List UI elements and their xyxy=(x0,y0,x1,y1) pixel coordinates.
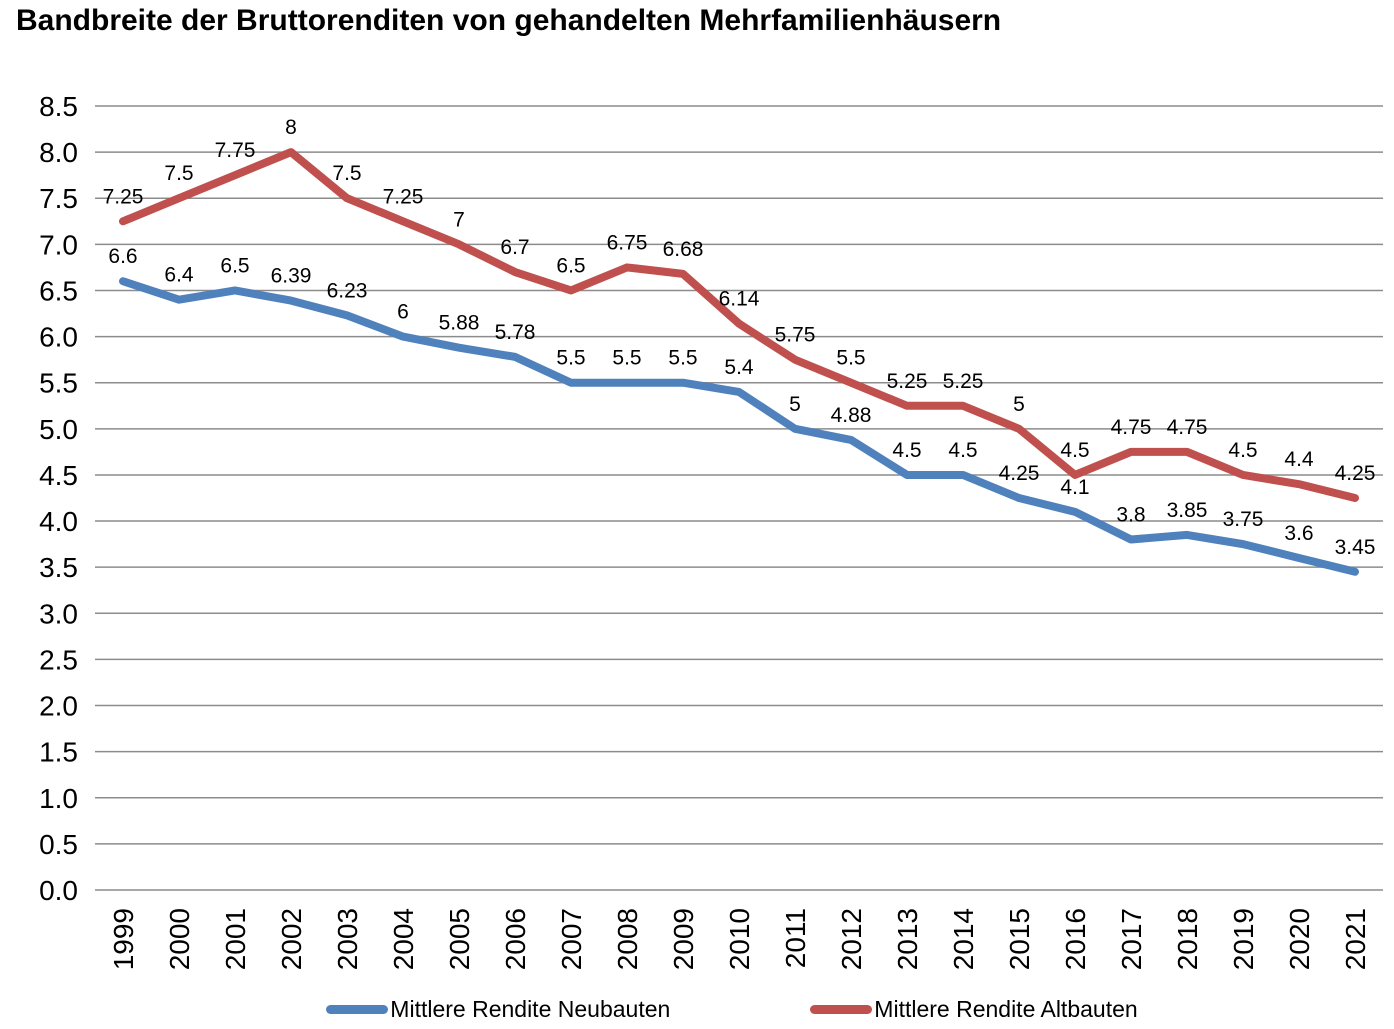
data-label: 4.5 xyxy=(948,439,977,462)
data-label: 3.45 xyxy=(1335,536,1376,559)
data-label: 6 xyxy=(397,301,409,324)
data-label: 6.75 xyxy=(607,231,648,254)
legend-label-altbauten: Mittlere Rendite Altbauten xyxy=(874,996,1138,1022)
x-axis-tick-label: 2018 xyxy=(1172,908,1203,970)
data-label: 6.7 xyxy=(500,236,529,259)
x-axis-tick-label: 2008 xyxy=(612,908,643,970)
data-label: 3.6 xyxy=(1284,522,1313,545)
y-axis-tick-label: 5.0 xyxy=(39,414,78,445)
y-axis-tick-label: 0.5 xyxy=(39,829,78,860)
y-axis-tick-label: 6.5 xyxy=(39,275,78,306)
data-label: 7.25 xyxy=(383,185,424,208)
data-label: 3.85 xyxy=(1167,499,1208,522)
data-label: 4.25 xyxy=(999,462,1040,485)
y-axis-tick-label: 2.0 xyxy=(39,691,78,722)
data-label: 6.39 xyxy=(271,265,312,288)
legend-swatch-altbauten-icon xyxy=(810,1005,873,1014)
x-axis-tick-label: 2000 xyxy=(164,908,195,970)
data-label: 5.25 xyxy=(887,370,928,393)
y-axis-tick-label: 5.5 xyxy=(39,368,78,399)
x-axis-tick-label: 2003 xyxy=(332,908,363,970)
legend-item-neubauten: Mittlere Rendite Neubauten xyxy=(326,996,670,1023)
x-axis-tick-label: 2019 xyxy=(1228,908,1259,970)
data-label: 7.5 xyxy=(164,162,193,185)
data-label: 5.78 xyxy=(495,321,536,344)
x-axis-tick-label: 2014 xyxy=(948,908,979,970)
x-axis-tick-label: 2016 xyxy=(1060,908,1091,970)
legend-swatch-neubauten-icon xyxy=(326,1005,389,1014)
x-axis-tick-label: 2001 xyxy=(220,908,251,970)
data-label: 5.5 xyxy=(612,347,641,370)
y-axis-tick-label: 6.0 xyxy=(39,322,78,353)
data-label: 5.5 xyxy=(668,347,697,370)
y-axis-tick-label: 1.5 xyxy=(39,737,78,768)
x-axis-tick-label: 2002 xyxy=(276,908,307,970)
data-label: 5.88 xyxy=(439,312,480,335)
data-label: 6.5 xyxy=(556,254,585,277)
data-label: 3.75 xyxy=(1223,508,1264,531)
data-label: 7.5 xyxy=(332,162,361,185)
data-label: 4.1 xyxy=(1060,476,1089,499)
x-axis-tick-label: 2020 xyxy=(1284,908,1315,970)
y-axis-tick-label: 7.0 xyxy=(39,229,78,260)
data-label: 7.75 xyxy=(215,139,256,162)
data-label: 5.25 xyxy=(943,370,984,393)
data-label: 6.6 xyxy=(108,245,137,268)
legend-label-neubauten: Mittlere Rendite Neubauten xyxy=(390,996,671,1022)
x-axis-tick-label: 1999 xyxy=(108,908,139,970)
data-label: 3.8 xyxy=(1116,504,1145,527)
data-label: 4.5 xyxy=(1060,439,1089,462)
x-axis-tick-label: 2009 xyxy=(668,908,699,970)
data-label: 5.4 xyxy=(724,356,754,379)
data-label: 6.14 xyxy=(719,288,760,311)
y-axis-tick-label: 7.5 xyxy=(39,183,78,214)
data-label: 4.25 xyxy=(1335,462,1376,485)
data-label: 5 xyxy=(1013,393,1025,416)
x-axis-tick-label: 2012 xyxy=(836,908,867,970)
x-axis-tick-label: 2007 xyxy=(556,908,587,970)
y-axis-tick-label: 8.0 xyxy=(39,137,78,168)
y-axis-tick-label: 1.0 xyxy=(39,783,78,814)
data-label: 5.5 xyxy=(556,347,585,370)
x-axis-tick-label: 2010 xyxy=(724,908,755,970)
data-label: 5.75 xyxy=(775,324,816,347)
data-label: 4.75 xyxy=(1111,416,1152,439)
y-axis-tick-label: 8.5 xyxy=(39,91,78,122)
series-line-neubauten xyxy=(119,277,1359,576)
chart-legend: Mittlere Rendite Neubauten Mittlere Rend… xyxy=(0,996,1394,1023)
y-axis-tick-label: 0.0 xyxy=(39,875,78,906)
data-label: 7.25 xyxy=(103,185,144,208)
x-axis-tick-label: 2013 xyxy=(892,908,923,970)
data-label: 7 xyxy=(453,208,465,231)
data-label: 6.68 xyxy=(663,238,704,261)
x-axis-tick-label: 2021 xyxy=(1340,908,1371,970)
y-axis-tick-label: 2.5 xyxy=(39,644,78,675)
data-label: 4.88 xyxy=(831,404,872,427)
data-label: 6.23 xyxy=(327,279,368,302)
data-label: 4.5 xyxy=(1228,439,1257,462)
chart-title: Bandbreite der Bruttorenditen von gehand… xyxy=(16,4,1002,37)
x-axis-tick-label: 2005 xyxy=(444,908,475,970)
data-label: 4.5 xyxy=(892,439,921,462)
y-axis-tick-label: 3.5 xyxy=(39,552,78,583)
y-axis-tick-label: 4.0 xyxy=(39,506,78,537)
line-chart-canvas: 0.0 0.5 1.0 1.5 2.0 2.5 3.0 3.5 4.0 4.5 5.0 5.5 6.0 6… xyxy=(39,91,1383,970)
y-axis-tick-label: 3.0 xyxy=(39,598,78,629)
data-label: 5.5 xyxy=(836,347,865,370)
data-label: 5 xyxy=(789,393,801,416)
y-axis-tick-label: 4.5 xyxy=(39,460,78,491)
data-label: 8 xyxy=(285,116,297,139)
data-label: 6.5 xyxy=(220,254,249,277)
data-label: 6.4 xyxy=(164,264,194,287)
x-axis-tick-label: 2006 xyxy=(500,908,531,970)
legend-item-altbauten: Mittlere Rendite Altbauten xyxy=(810,996,1138,1023)
x-axis-tick-label: 2015 xyxy=(1004,908,1035,970)
x-axis-tick-label: 2011 xyxy=(780,908,811,968)
data-label: 4.4 xyxy=(1284,448,1314,471)
data-label: 4.75 xyxy=(1167,416,1208,439)
x-axis-tick-label: 2017 xyxy=(1116,908,1147,970)
series-line-altbauten xyxy=(119,148,1359,502)
x-axis-tick-label: 2004 xyxy=(388,908,419,970)
